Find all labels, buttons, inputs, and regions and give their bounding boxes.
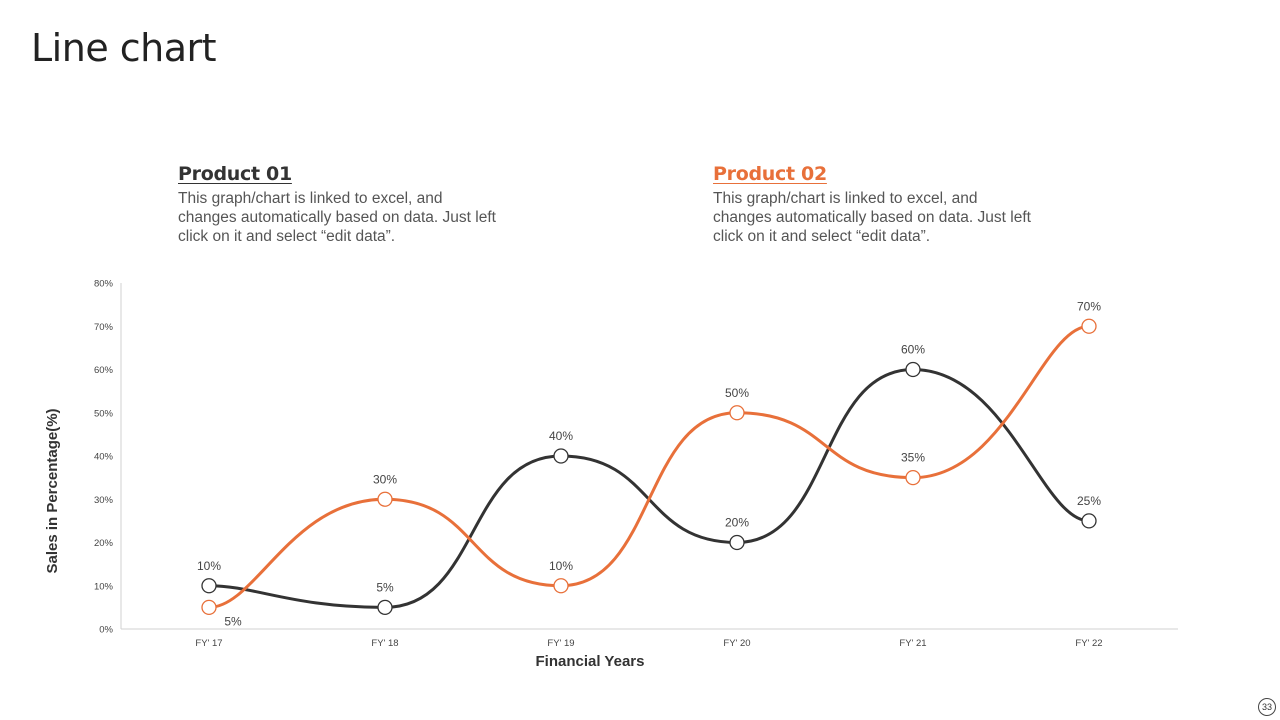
y-tick-label: 40% [94,452,114,463]
data-point-product-02[interactable] [201,599,217,616]
data-label-product-02: 5% [224,614,242,628]
data-label-product-01: 60% [901,343,925,357]
data-label-product-02: 50% [725,386,749,400]
legend-product-01: Product 01 This graph/chart is linked to… [178,163,498,246]
x-axis-title: Financial Years [536,653,645,670]
data-label-product-01: 40% [549,429,573,443]
x-tick-label: FY' 19 [547,638,574,649]
x-tick-label: FY' 22 [1075,638,1102,649]
x-tick-label: FY' 18 [371,638,398,649]
data-point-product-02[interactable] [905,469,921,486]
data-label-product-02: 35% [901,451,925,465]
y-axis-title: Sales in Percentage(%) [44,408,61,573]
data-label-product-01: 25% [1077,494,1101,508]
data-label-product-02: 70% [1077,299,1101,313]
data-point-product-02[interactable] [553,578,569,594]
x-tick-label: FY' 17 [195,638,222,649]
series-line-product-02 [208,324,1090,609]
data-point-product-01[interactable] [201,578,217,594]
data-label-product-01: 20% [725,516,749,530]
data-point-product-02[interactable] [1081,318,1097,334]
legend-product-02-title: Product 02 [713,163,827,185]
y-tick-label: 30% [94,495,114,506]
data-point-product-01[interactable] [905,361,921,378]
page-number: 33 [1258,698,1276,716]
data-point-product-02[interactable] [729,405,745,421]
legend-product-01-text: This graph/chart is linked to excel, and… [178,190,496,245]
y-tick-label: 0% [99,625,113,636]
data-point-product-01[interactable] [377,599,393,616]
y-tick-label: 60% [94,365,114,376]
x-tick-label: FY' 20 [723,638,750,649]
data-label-product-02: 10% [549,559,573,573]
data-point-product-01[interactable] [1081,513,1097,529]
data-point-product-01[interactable] [553,448,569,464]
data-label-product-01: 5% [376,580,394,594]
data-point-product-02[interactable] [377,491,393,507]
slide-title: Line chart [31,26,217,70]
x-tick-label: FY' 21 [899,638,926,649]
data-point-product-01[interactable] [729,534,745,551]
y-tick-label: 50% [94,408,114,419]
series-line-product-01 [208,367,1090,609]
data-label-product-02: 30% [373,472,397,486]
legend-product-02: Product 02 This graph/chart is linked to… [713,163,1033,246]
data-label-product-01: 10% [197,559,221,573]
y-tick-label: 10% [94,581,114,592]
legend-product-01-title: Product 01 [178,163,292,185]
y-tick-label: 70% [94,322,114,333]
y-tick-label: 20% [94,538,114,549]
y-tick-label: 80% [94,279,114,290]
legend-product-02-text: This graph/chart is linked to excel, and… [713,190,1031,245]
